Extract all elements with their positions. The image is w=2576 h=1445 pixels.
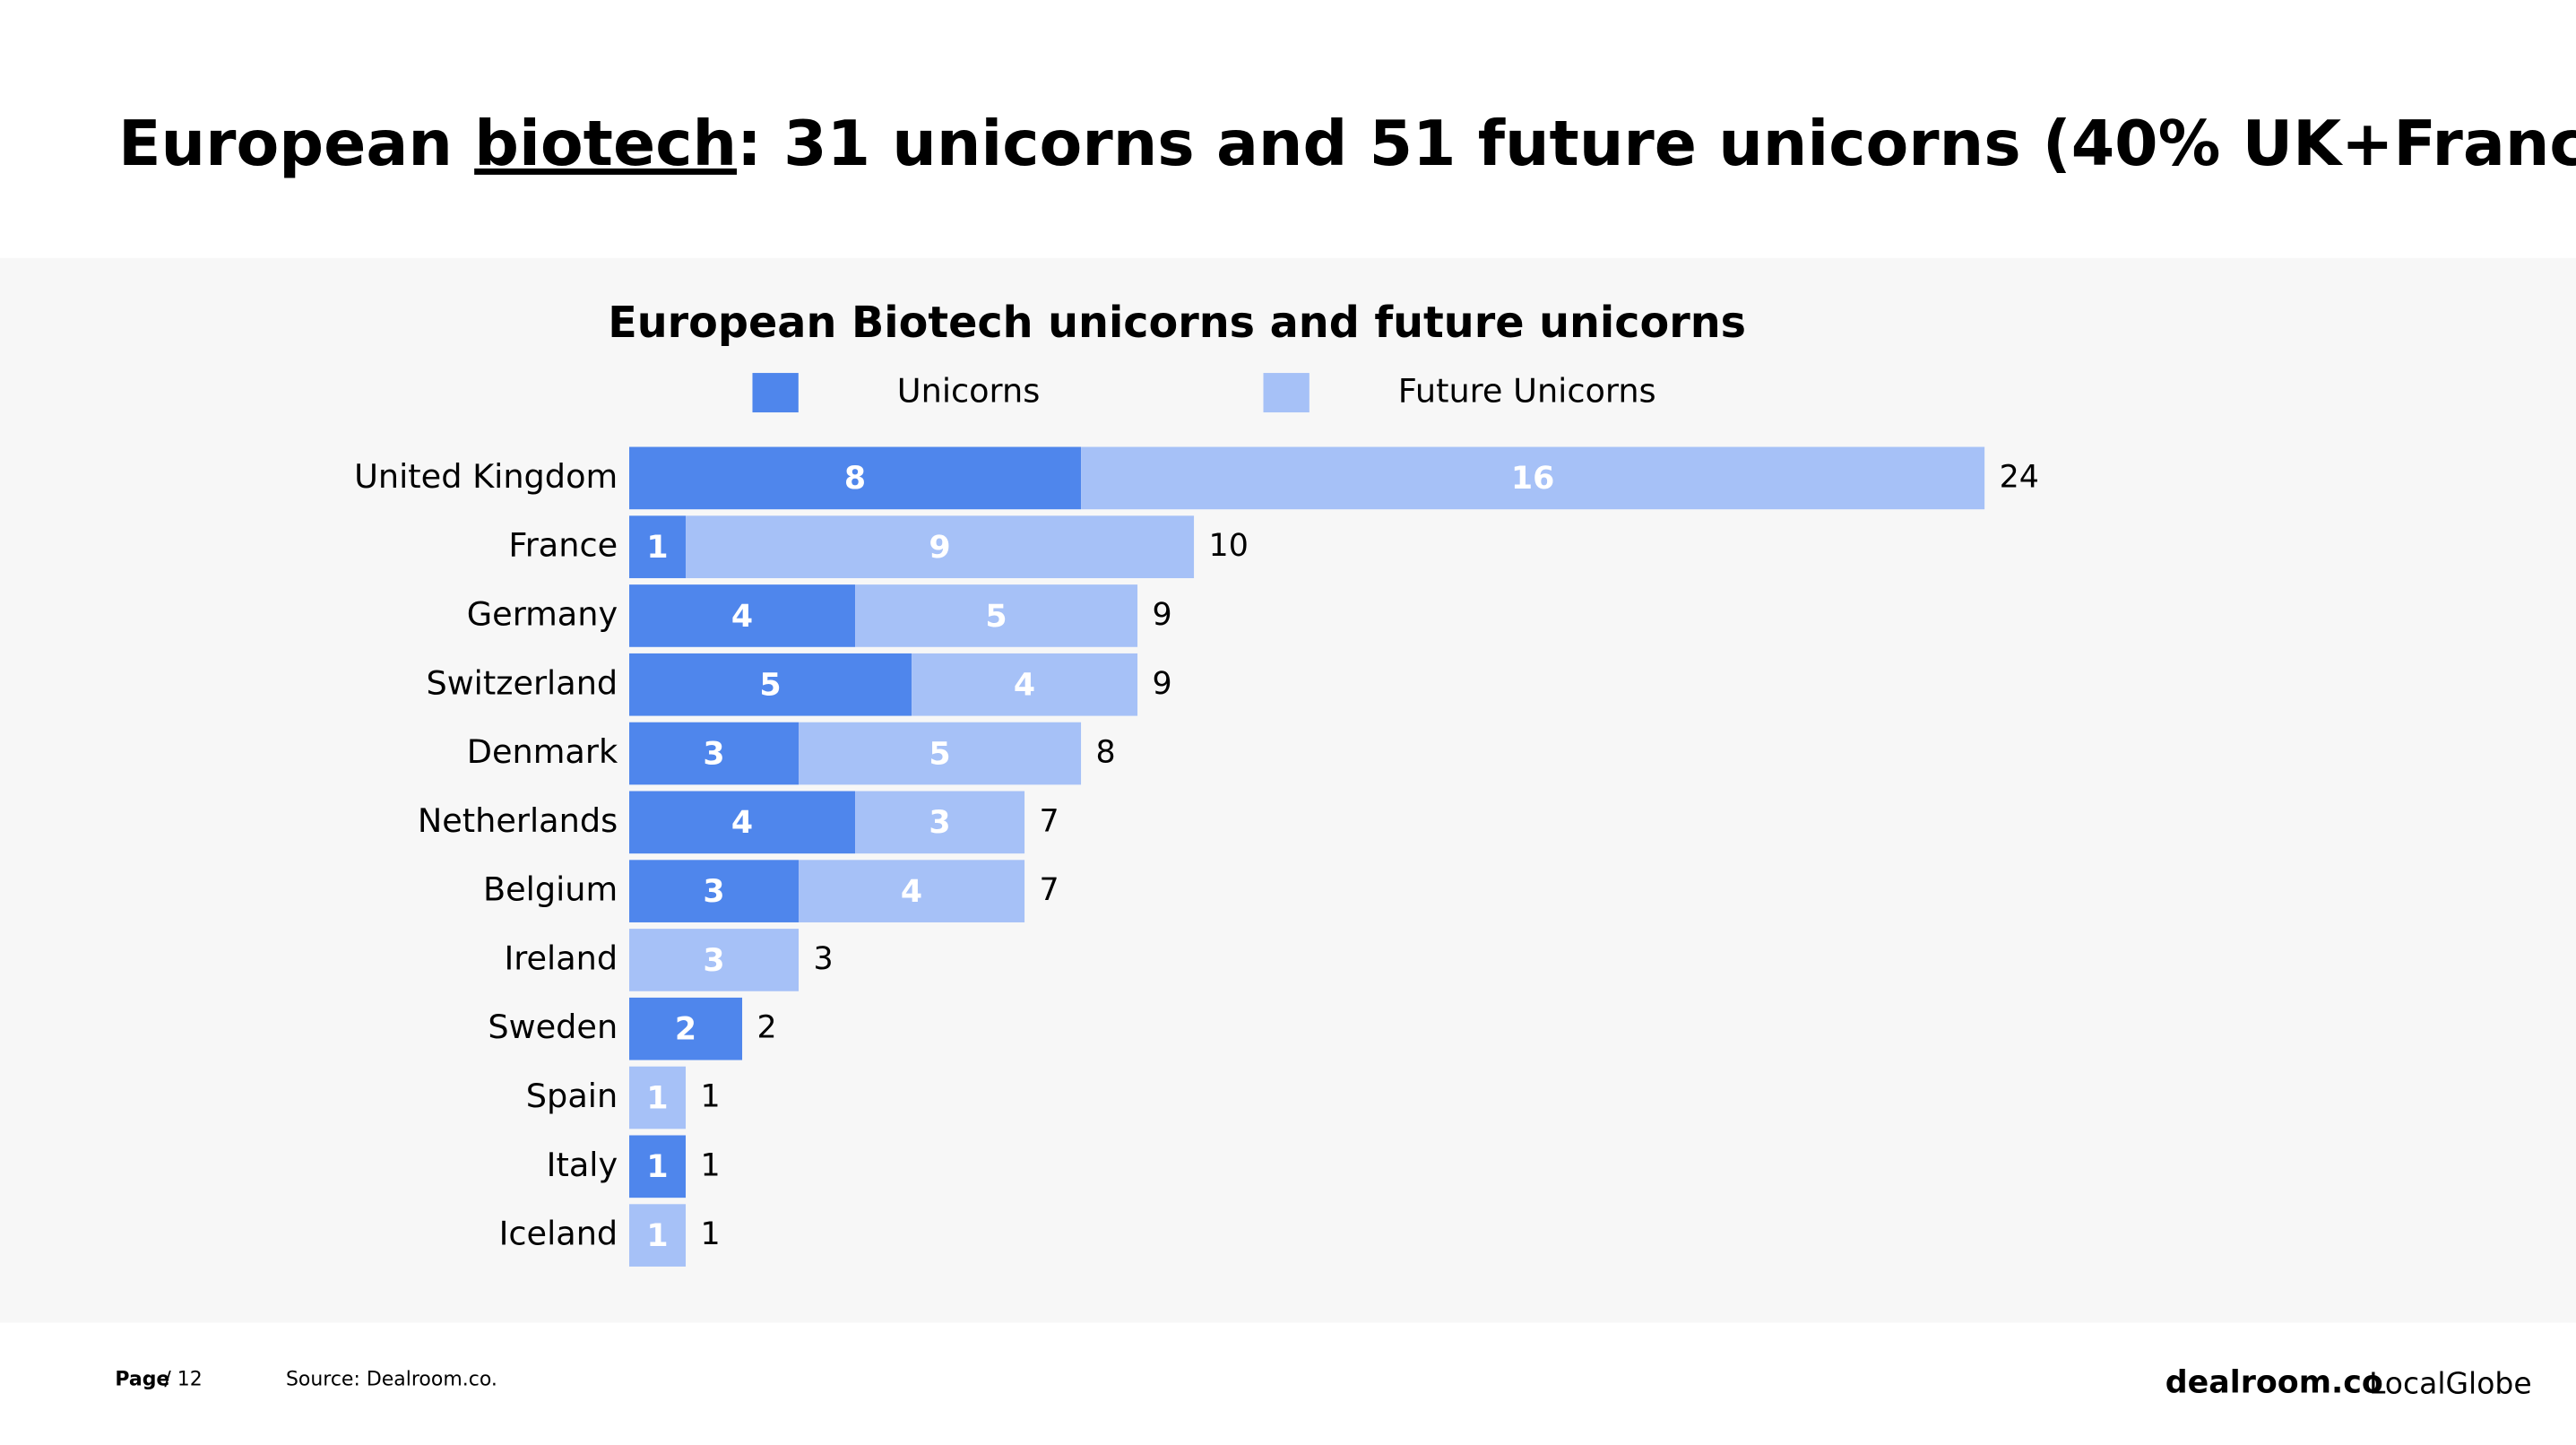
bar-segment bbox=[799, 722, 1082, 785]
category-label: Spain bbox=[526, 1077, 618, 1115]
page-label: Page bbox=[115, 1369, 169, 1391]
category-label: United Kingdom bbox=[354, 457, 618, 496]
logo: dealroom.co bbox=[2165, 1364, 2383, 1400]
segment-label: 4 bbox=[901, 874, 922, 910]
category-label: Sweden bbox=[488, 1008, 618, 1046]
bar-segment bbox=[686, 515, 1195, 578]
bar-segment bbox=[629, 1066, 687, 1129]
segment-label: 8 bbox=[844, 461, 866, 497]
page-title: European biotech: 31 unicorns and 51 fut… bbox=[118, 108, 2576, 180]
bar-segment bbox=[629, 446, 1082, 510]
total-label: 10 bbox=[1209, 528, 1249, 564]
page-number: / 12 bbox=[164, 1369, 202, 1391]
bar-segment bbox=[629, 1204, 687, 1267]
source: Source: Dealroom.co. bbox=[286, 1369, 497, 1391]
segment-label: 5 bbox=[759, 668, 781, 704]
total-label: 7 bbox=[1040, 872, 1059, 908]
segment-label: 4 bbox=[731, 805, 753, 841]
segment-label: 1 bbox=[646, 1149, 668, 1185]
category-label: Belgium bbox=[483, 870, 618, 909]
segment-label: 1 bbox=[646, 1080, 668, 1116]
total-label: 2 bbox=[757, 1010, 777, 1046]
segment-label: 5 bbox=[929, 736, 950, 772]
chart-panel bbox=[0, 257, 2576, 1323]
total-label: 9 bbox=[1153, 666, 1172, 702]
bar-segment bbox=[629, 791, 856, 854]
chart-title: European Biotech unicorns and future uni… bbox=[608, 299, 1746, 348]
bar-segment bbox=[1081, 446, 1985, 510]
segment-label: 1 bbox=[646, 530, 668, 566]
segment-label: 3 bbox=[929, 805, 950, 841]
legend-swatch bbox=[1263, 373, 1310, 413]
title-part: European bbox=[118, 108, 474, 180]
category-label: Italy bbox=[547, 1146, 618, 1184]
total-label: 1 bbox=[701, 1216, 721, 1252]
bar-segment bbox=[629, 515, 687, 578]
segment-label: 3 bbox=[703, 874, 724, 910]
bar-segment bbox=[629, 860, 800, 922]
category-label: Switzerland bbox=[426, 663, 618, 702]
bar-segment bbox=[629, 653, 912, 716]
total-label: 9 bbox=[1153, 597, 1172, 633]
category-label: Iceland bbox=[499, 1215, 618, 1253]
total-label: 1 bbox=[701, 1079, 721, 1115]
bar-segment bbox=[912, 653, 1138, 716]
total-label: 1 bbox=[701, 1147, 721, 1183]
bar-segment bbox=[629, 929, 800, 991]
segment-label: 3 bbox=[703, 736, 724, 772]
bar-segment bbox=[629, 584, 856, 647]
total-label: 8 bbox=[1096, 735, 1116, 771]
legend-label: Future Unicorns bbox=[1398, 372, 1656, 411]
legend-swatch bbox=[752, 373, 799, 413]
segment-label: 3 bbox=[703, 943, 724, 979]
segment-label: 4 bbox=[731, 599, 753, 635]
bar-segment bbox=[629, 722, 800, 785]
segment-label: 1 bbox=[646, 1218, 668, 1254]
bar-segment bbox=[629, 1135, 687, 1198]
segment-label: 4 bbox=[1014, 668, 1035, 704]
segment-label: 5 bbox=[985, 599, 1007, 635]
title-underlined: biotech bbox=[474, 108, 737, 180]
total-label: 24 bbox=[2000, 459, 2039, 495]
total-label: 3 bbox=[814, 941, 834, 977]
segment-label: 16 bbox=[1511, 461, 1554, 497]
total-label: 7 bbox=[1040, 803, 1059, 839]
bar-segment bbox=[629, 997, 743, 1060]
category-label: France bbox=[508, 526, 618, 565]
title-part: : 31 unicorns and 51 future unicorns (40… bbox=[737, 108, 2576, 180]
bar-segment bbox=[855, 791, 1025, 854]
bar-segment bbox=[855, 584, 1138, 647]
segment-label: 9 bbox=[929, 530, 950, 566]
logo: LocalGlobe bbox=[2369, 1366, 2532, 1401]
legend-label: Unicorns bbox=[897, 372, 1041, 411]
category-label: Ireland bbox=[504, 939, 618, 977]
bar-segment bbox=[799, 860, 1025, 922]
category-label: Germany bbox=[467, 594, 618, 633]
category-label: Denmark bbox=[467, 732, 618, 771]
segment-label: 2 bbox=[675, 1012, 696, 1048]
category-label: Netherlands bbox=[418, 801, 618, 840]
